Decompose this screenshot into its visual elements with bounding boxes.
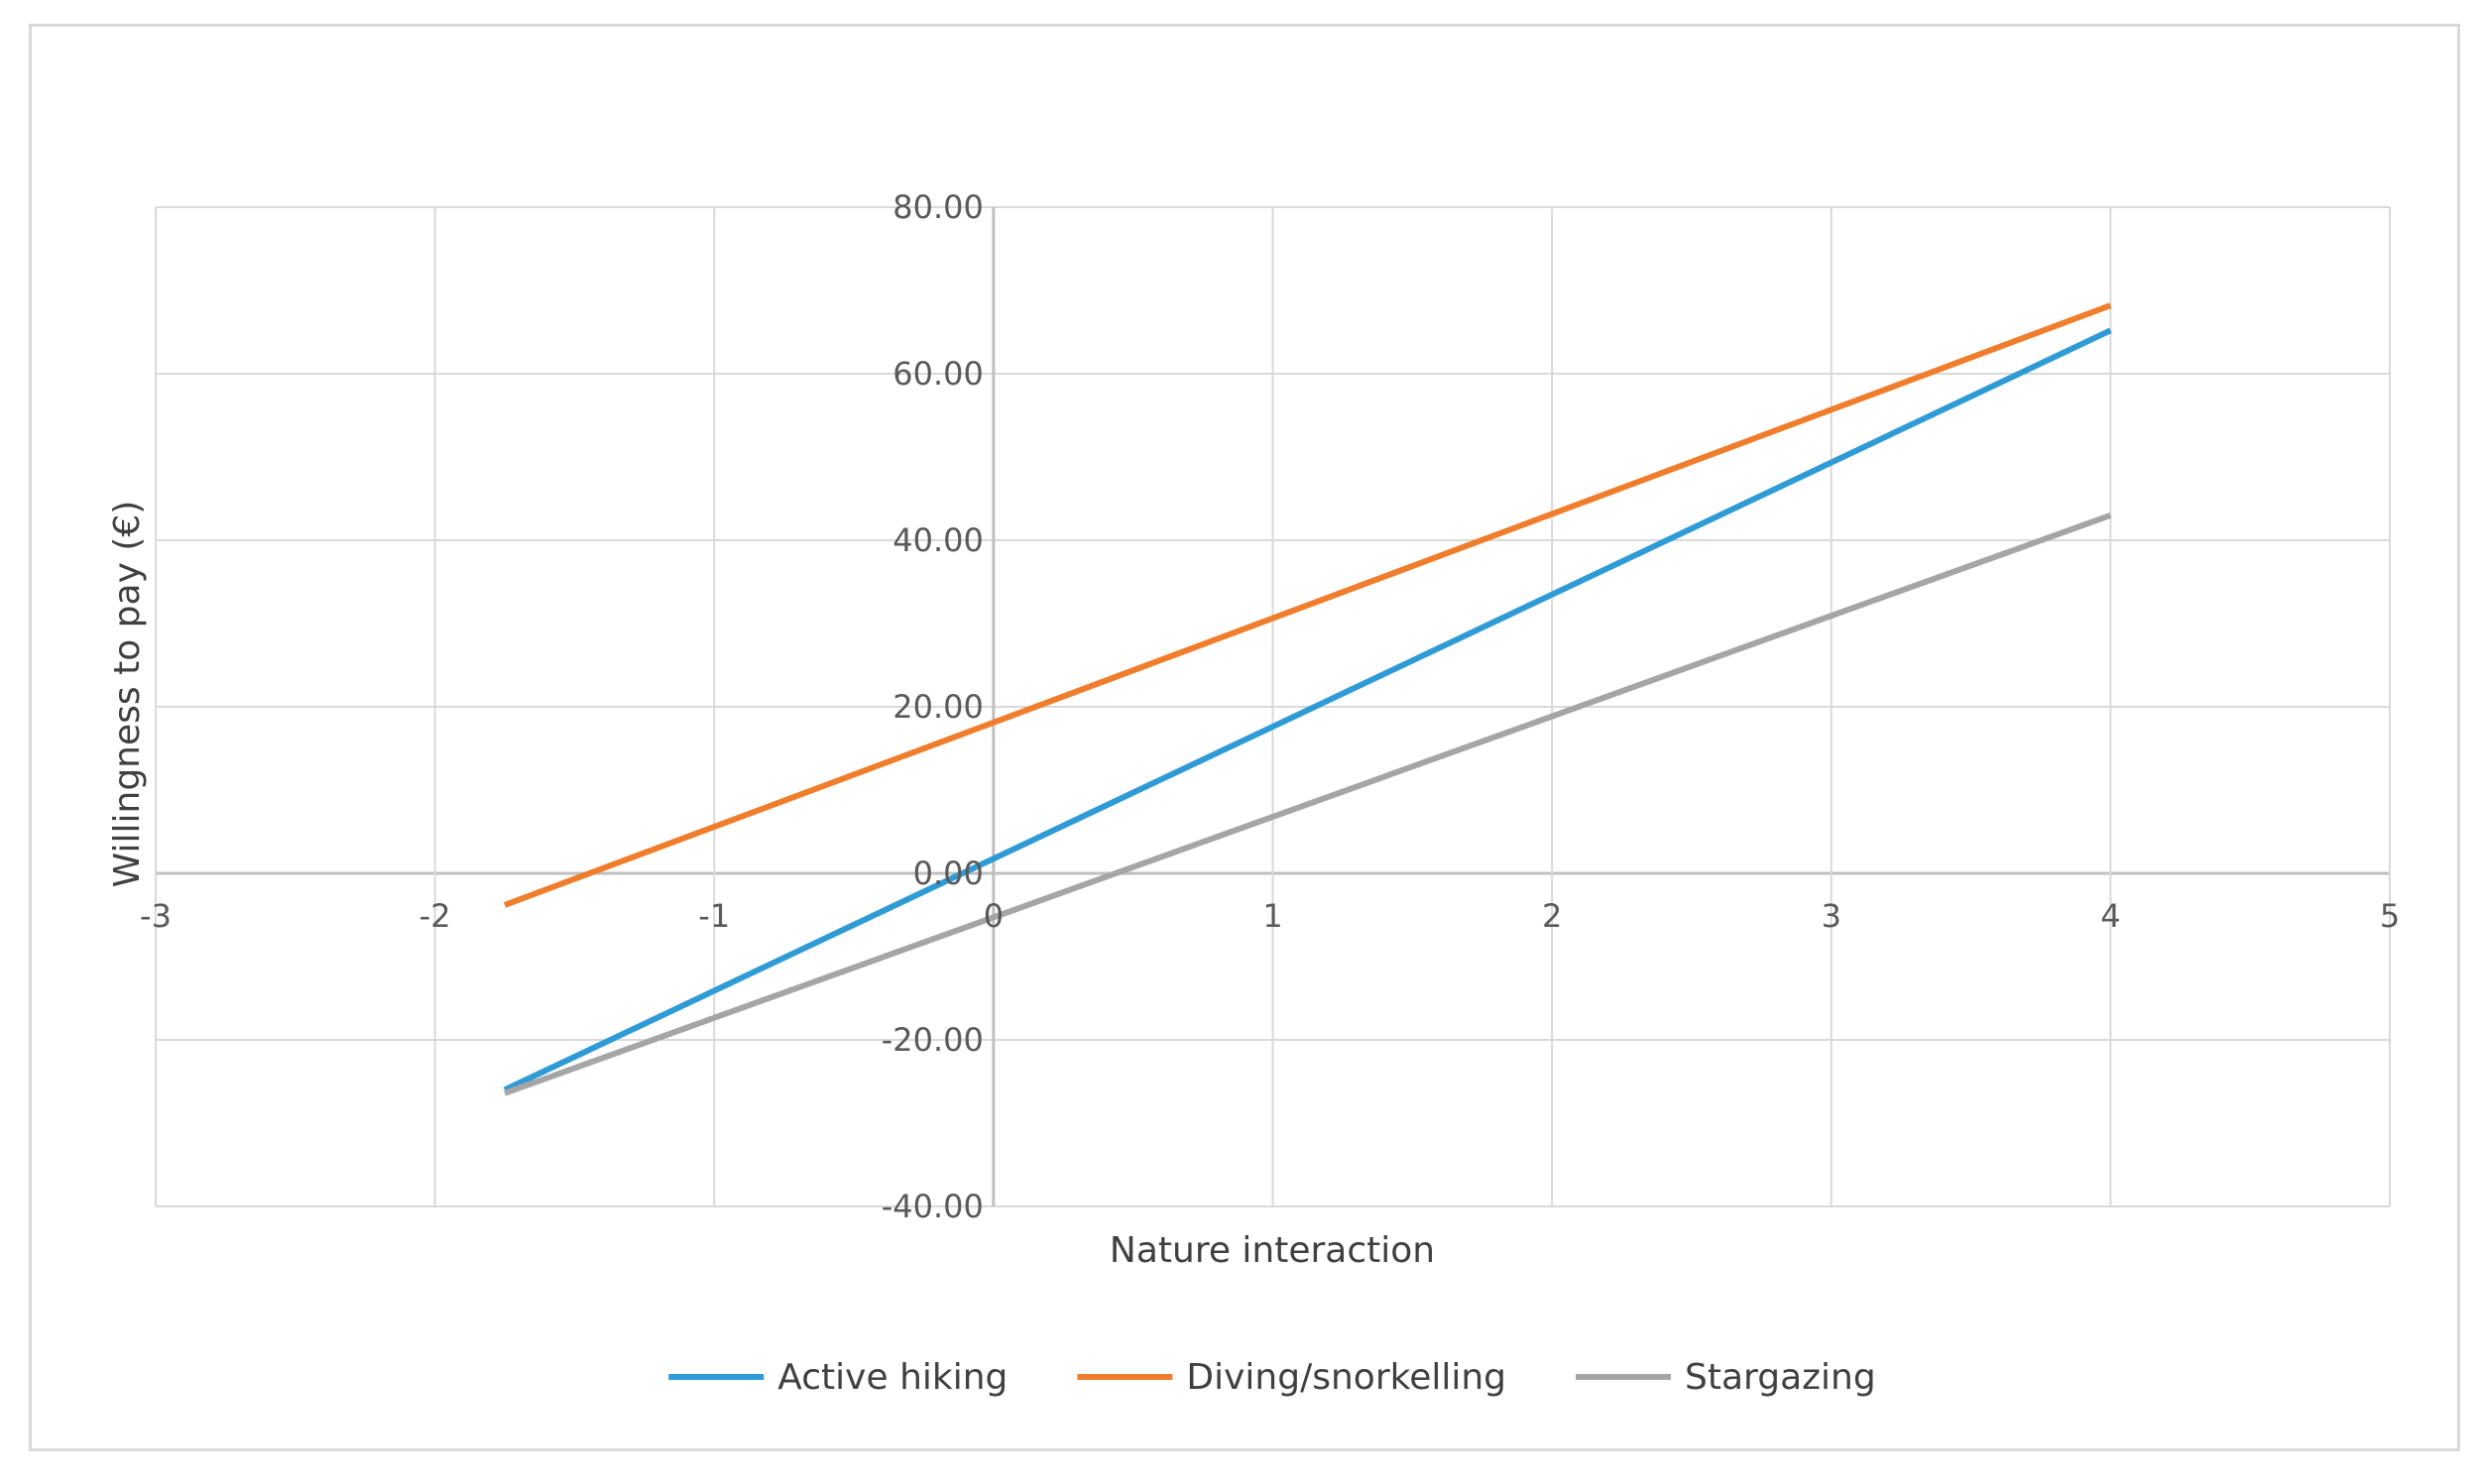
x-tick-label: -3 bbox=[140, 897, 172, 935]
y-tick-label: 40.00 bbox=[892, 521, 984, 559]
legend: Active hiking Diving/snorkelling Stargazin… bbox=[668, 1357, 1876, 1398]
series-line-3 bbox=[503, 512, 2112, 1096]
x-tick-labels: -3 -2 -1 0 1 2 3 4 5 bbox=[140, 897, 2400, 935]
y-tick-label: 60.00 bbox=[892, 355, 984, 393]
x-tick-label: 0 bbox=[984, 897, 1004, 935]
x-tick-label: 5 bbox=[2380, 897, 2400, 935]
legend-label-2: Diving/snorkelling bbox=[1186, 1357, 1506, 1398]
x-axis-title: Nature interaction bbox=[1110, 1230, 1435, 1271]
x-tick-label: 4 bbox=[2100, 897, 2120, 935]
series-lines bbox=[503, 302, 2112, 1096]
y-axis-title: Willingness to pay (€) bbox=[107, 501, 148, 888]
legend-label-3: Stargazing bbox=[1685, 1357, 1876, 1398]
x-tick-label: -2 bbox=[419, 897, 451, 935]
series-line-2 bbox=[503, 302, 2112, 908]
x-tick-label: 2 bbox=[1542, 897, 1562, 935]
series-line-1 bbox=[503, 327, 2112, 1093]
legend-label-1: Active hiking bbox=[777, 1357, 1007, 1398]
y-tick-label: 80.00 bbox=[892, 188, 984, 226]
y-tick-label: -40.00 bbox=[882, 1188, 984, 1225]
y-tick-label: 0.00 bbox=[913, 855, 984, 892]
y-tick-labels: -40.00 -20.00 0.00 20.00 40.00 60.00 80.00 bbox=[882, 188, 984, 1225]
y-tick-label: -20.00 bbox=[882, 1021, 984, 1059]
x-tick-label: 1 bbox=[1262, 897, 1282, 935]
x-tick-label: -1 bbox=[698, 897, 730, 935]
y-tick-label: 20.00 bbox=[892, 688, 984, 726]
x-tick-label: 3 bbox=[1822, 897, 1841, 935]
